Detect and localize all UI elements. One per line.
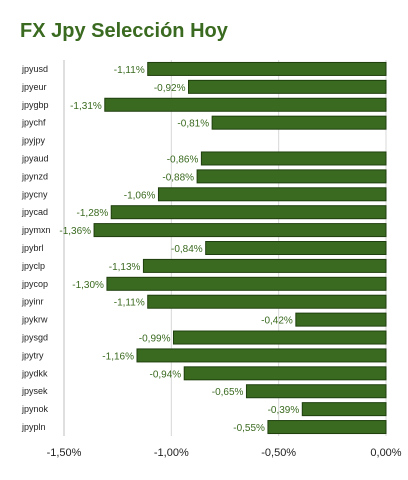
category-label: jpynok <box>21 404 49 414</box>
data-label: -1,28% <box>77 208 109 219</box>
bar <box>200 151 387 166</box>
category-label: jpykrw <box>21 315 48 325</box>
category-label: jpyeur <box>21 82 47 92</box>
bar <box>301 402 387 417</box>
bar <box>110 205 387 220</box>
bar <box>205 241 387 255</box>
data-label: -1,31% <box>70 101 102 112</box>
data-label: -0,42% <box>261 316 293 327</box>
category-label: jpycny <box>21 189 48 199</box>
category-label: jpyusd <box>21 64 48 74</box>
bar <box>172 330 387 345</box>
category-label: jpyjpy <box>21 136 46 146</box>
data-label: -1,30% <box>72 280 104 291</box>
bar <box>188 79 387 94</box>
bar <box>211 115 387 130</box>
data-label: -0,94% <box>150 369 182 380</box>
data-label: -1,11% <box>114 65 145 76</box>
data-label: -0,86% <box>167 154 199 165</box>
data-label: -1,13% <box>109 262 141 273</box>
bar <box>267 420 387 435</box>
category-label: jpymxn <box>21 225 51 235</box>
category-label: jpydkk <box>21 368 48 378</box>
category-label: jpyclp <box>21 261 45 271</box>
bar <box>183 366 387 381</box>
data-label: -1,11% <box>114 298 145 309</box>
data-label: -0,39% <box>268 405 300 416</box>
bar <box>245 384 387 399</box>
bar <box>104 97 387 112</box>
x-tick-label: -0,50% <box>261 447 296 459</box>
category-label: jpycop <box>21 279 48 289</box>
bar <box>147 61 387 76</box>
x-tick-label: -1,00% <box>154 447 189 459</box>
category-label: jpyinr <box>21 297 44 307</box>
category-label: jpybrl <box>21 243 44 253</box>
bar <box>147 294 387 309</box>
data-label: -1,16% <box>102 351 134 362</box>
category-label: jpysek <box>21 386 48 396</box>
bar <box>136 348 387 363</box>
bar <box>157 187 387 202</box>
data-label: -0,99% <box>139 334 171 345</box>
data-label: -0,84% <box>171 244 203 255</box>
x-tick-label: 0,00% <box>370 447 401 459</box>
data-label: -0,92% <box>154 83 186 94</box>
category-label: jpynzd <box>21 171 48 181</box>
chart-title: FX Jpy Selección Hoy <box>20 20 228 42</box>
data-label: -0,81% <box>177 119 209 130</box>
x-tick-label: -1,50% <box>47 447 82 459</box>
bar <box>295 312 387 327</box>
bar <box>196 169 387 184</box>
data-label: -1,06% <box>124 190 156 201</box>
category-label: jpyaud <box>21 153 49 163</box>
category-label: jpypln <box>21 422 46 432</box>
data-label: -0,88% <box>162 172 194 183</box>
bar <box>93 223 387 238</box>
data-label: -1,36% <box>59 226 91 237</box>
bar <box>142 258 387 273</box>
category-label: jpycad <box>21 207 48 217</box>
category-label: jpychf <box>21 118 46 128</box>
data-label: -0,65% <box>212 387 244 398</box>
category-label: jpysgd <box>21 333 48 343</box>
data-label: -0,55% <box>233 423 265 434</box>
bars-layer <box>93 61 387 435</box>
category-label: jpygbp <box>21 100 49 110</box>
labels-layer: -1,50% -1,00% -0,50% 0,00% jpyusd -1,11% jpyeu… <box>21 64 402 459</box>
bar <box>106 276 387 291</box>
category-label: jpytry <box>21 350 44 360</box>
